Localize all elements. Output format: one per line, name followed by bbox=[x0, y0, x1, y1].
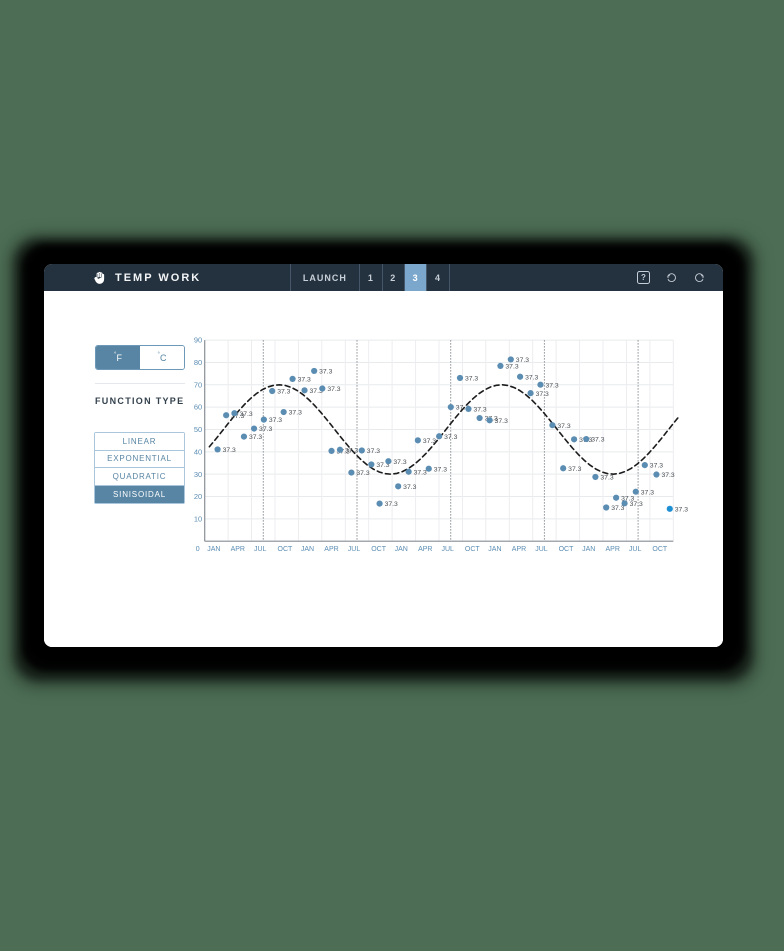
svg-text:70: 70 bbox=[194, 380, 202, 389]
svg-text:37.3: 37.3 bbox=[319, 369, 332, 376]
svg-text:37.3: 37.3 bbox=[269, 417, 282, 424]
svg-text:50: 50 bbox=[194, 425, 202, 434]
svg-text:37.3: 37.3 bbox=[525, 374, 538, 381]
svg-text:JUL: JUL bbox=[348, 546, 361, 553]
svg-text:APR: APR bbox=[231, 546, 245, 553]
svg-text:37.3: 37.3 bbox=[223, 447, 236, 454]
svg-text:37.3: 37.3 bbox=[393, 459, 406, 466]
svg-text:APR: APR bbox=[418, 546, 432, 553]
svg-text:JAN: JAN bbox=[301, 546, 314, 553]
svg-text:37.3: 37.3 bbox=[516, 357, 529, 364]
svg-text:37.3: 37.3 bbox=[591, 437, 604, 444]
svg-text:37.3: 37.3 bbox=[327, 386, 340, 393]
svg-text:37.3: 37.3 bbox=[444, 434, 457, 441]
svg-text:JUL: JUL bbox=[535, 546, 548, 553]
svg-text:37.3: 37.3 bbox=[298, 376, 311, 383]
svg-text:20: 20 bbox=[194, 492, 202, 501]
svg-text:JAN: JAN bbox=[395, 546, 408, 553]
svg-text:10: 10 bbox=[194, 514, 202, 523]
svg-text:JAN: JAN bbox=[207, 546, 220, 553]
svg-text:37.3: 37.3 bbox=[675, 506, 688, 513]
svg-text:JUL: JUL bbox=[254, 546, 267, 553]
svg-text:APR: APR bbox=[512, 546, 526, 553]
svg-text:60: 60 bbox=[194, 403, 202, 412]
svg-text:37.3: 37.3 bbox=[611, 505, 624, 512]
svg-text:37.3: 37.3 bbox=[473, 406, 486, 413]
svg-text:37.3: 37.3 bbox=[434, 466, 447, 473]
svg-text:37.3: 37.3 bbox=[345, 447, 358, 454]
svg-text:37.3: 37.3 bbox=[650, 463, 663, 470]
svg-text:37.3: 37.3 bbox=[289, 410, 302, 417]
svg-text:80: 80 bbox=[194, 358, 202, 367]
svg-text:APR: APR bbox=[324, 546, 338, 553]
svg-text:37.3: 37.3 bbox=[545, 382, 558, 389]
svg-text:37.3: 37.3 bbox=[403, 484, 416, 491]
svg-text:OCT: OCT bbox=[559, 546, 575, 553]
svg-text:37.3: 37.3 bbox=[536, 391, 549, 398]
svg-text:37.3: 37.3 bbox=[249, 434, 262, 441]
svg-text:37.3: 37.3 bbox=[557, 423, 570, 430]
svg-text:40: 40 bbox=[194, 447, 202, 456]
svg-text:OCT: OCT bbox=[652, 546, 668, 553]
svg-text:37.3: 37.3 bbox=[259, 426, 272, 433]
svg-text:OCT: OCT bbox=[371, 546, 387, 553]
svg-text:37.3: 37.3 bbox=[277, 389, 290, 396]
svg-text:37.3: 37.3 bbox=[505, 364, 518, 371]
svg-text:JUL: JUL bbox=[442, 546, 455, 553]
svg-text:JAN: JAN bbox=[582, 546, 595, 553]
svg-text:37.3: 37.3 bbox=[630, 501, 643, 508]
svg-text:0: 0 bbox=[196, 546, 200, 553]
svg-text:37.3: 37.3 bbox=[661, 472, 674, 479]
svg-text:JUL: JUL bbox=[629, 546, 642, 553]
svg-text:37.3: 37.3 bbox=[495, 418, 508, 425]
svg-text:37.3: 37.3 bbox=[414, 469, 427, 476]
svg-text:APR: APR bbox=[606, 546, 620, 553]
svg-text:30: 30 bbox=[194, 470, 202, 479]
svg-text:37.3: 37.3 bbox=[356, 470, 369, 477]
svg-text:OCT: OCT bbox=[278, 546, 294, 553]
svg-text:37.3: 37.3 bbox=[465, 376, 478, 383]
svg-text:37.3: 37.3 bbox=[367, 448, 380, 455]
svg-text:37.3: 37.3 bbox=[568, 466, 581, 473]
svg-text:37.3: 37.3 bbox=[641, 489, 654, 496]
svg-text:37.3: 37.3 bbox=[600, 475, 613, 482]
svg-text:OCT: OCT bbox=[465, 546, 481, 553]
svg-text:37.3: 37.3 bbox=[385, 501, 398, 508]
svg-text:90: 90 bbox=[194, 336, 202, 345]
svg-text:JAN: JAN bbox=[488, 546, 501, 553]
svg-text:37.3: 37.3 bbox=[239, 411, 252, 418]
svg-text:37.3: 37.3 bbox=[423, 438, 436, 445]
